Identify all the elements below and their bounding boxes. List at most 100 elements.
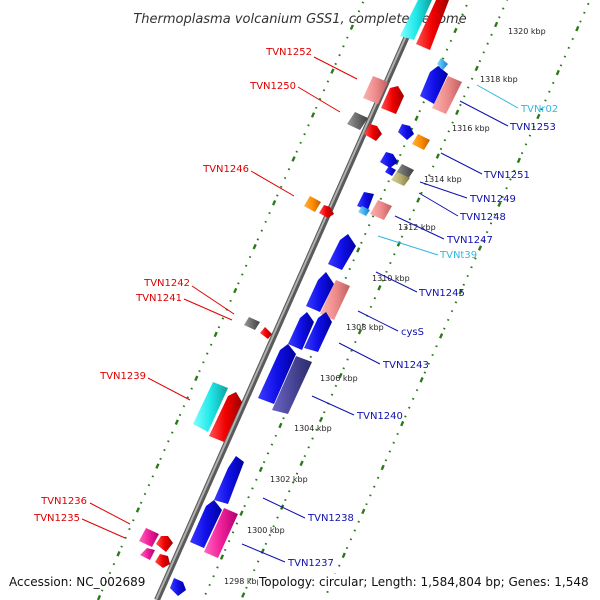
gene-feature[interactable] [385,166,396,176]
track-tick [252,569,256,572]
track-tick [498,16,501,19]
gene-feature[interactable] [364,124,382,141]
gene-label[interactable]: TVN1243 [382,360,429,371]
gene-feature[interactable] [432,76,462,114]
track-tick [544,99,547,102]
gene-label[interactable]: TVNr02 [520,104,558,115]
track-tick [454,301,458,304]
track-tick [291,481,295,484]
gene-TVN1246[interactable] [304,196,321,212]
gene-feature[interactable] [288,312,314,350]
gene-label[interactable]: TVN1252 [265,47,312,58]
gene-label[interactable]: TVN1240 [356,411,403,422]
gene-TVN1248[interactable] [391,172,410,186]
track-tick [276,516,279,519]
gene-TVN1251[interactable] [412,134,430,150]
gene-TVN1243[interactable] [304,312,332,352]
track-tick [459,103,462,107]
track-tick [505,0,509,1]
accession-text: Accession: NC_002689 [9,575,145,589]
gene-feature[interactable] [416,0,449,50]
gene-feature[interactable] [398,124,414,140]
gene-label[interactable]: TVN1241 [135,293,182,304]
gene-feature[interactable] [400,0,432,40]
gene-feature[interactable] [319,205,334,218]
gene-TVNt39[interactable] [358,206,370,216]
track-tick [147,484,151,487]
gene-label[interactable]: TVN1235 [33,513,80,524]
gene-feature[interactable] [370,200,392,220]
gene-TVN1250[interactable] [347,112,368,130]
track-tick [353,529,357,532]
track-tick [372,485,376,488]
track-tick [182,405,186,408]
gene-label[interactable]: TVN1242 [143,278,190,289]
track-tick [272,525,275,528]
track-tick [326,590,329,594]
gene-label[interactable]: TVN1253 [509,122,556,133]
track-tick [384,459,388,462]
gene-label[interactable]: TVN1250 [249,81,296,92]
gene-TVN1241[interactable] [260,327,272,339]
track-tick [256,238,260,241]
gene-feature[interactable] [170,578,186,596]
track-tick [497,201,502,208]
track-tick [431,165,435,168]
track-tick [463,95,466,98]
track-tick [478,60,482,63]
track-tick [116,551,121,557]
track-tick [190,387,193,390]
track-tick [303,132,306,136]
track-tick [244,264,248,267]
gene-TVN1235[interactable] [140,548,155,560]
gene-feature[interactable] [209,392,242,442]
gene-label[interactable]: TVN1251 [483,170,530,181]
track-tick [345,546,349,550]
track-tick [282,417,285,420]
gene-TVN1245[interactable] [328,234,356,270]
gene-feature[interactable] [155,554,170,568]
track-tick [314,106,318,109]
gene-feature[interactable] [380,152,398,168]
gene-cysS[interactable] [320,280,350,320]
track-tick [217,326,221,329]
gene-label[interactable]: TVN1236 [40,496,87,507]
gene-TVN1236[interactable] [139,528,159,547]
track-tick [357,10,361,13]
gene-label[interactable]: TVN1248 [459,212,506,223]
track-tick [295,150,298,153]
track-tick [388,450,392,453]
gene-feature[interactable] [214,456,244,504]
gene-TVNr02[interactable] [437,58,448,70]
track-tick [361,1,365,4]
gene-TVN1253[interactable] [420,66,448,104]
gene-TVN1238[interactable] [190,500,222,548]
track-tick [151,475,155,478]
gene-TVN1247[interactable] [357,192,374,210]
track-tick [354,340,357,344]
gene-label[interactable]: TVN1246 [202,164,249,175]
kbp-tick-label: 1308 kbp [346,323,384,332]
gene-TVN1240[interactable] [272,356,312,414]
gene-label[interactable]: cysS [401,327,424,338]
track-tick [307,124,310,127]
gene-label[interactable]: TVN1245 [418,288,465,299]
gene-TVN1237[interactable] [204,508,238,558]
gene-feature[interactable] [381,86,404,114]
gene-feature[interactable] [156,536,173,552]
track-tick [124,536,127,540]
gene-TVN1252[interactable] [363,76,388,104]
gene-label[interactable]: TVN1249 [469,194,516,205]
track-tick [435,345,438,348]
track-tick [419,377,424,383]
gene-TVN1242[interactable] [244,317,260,330]
gene-label[interactable]: TVN1237 [287,558,334,569]
gene-label[interactable]: TVN1238 [307,513,354,524]
forward-strand-genes [190,58,462,558]
gene-label[interactable]: TVN1247 [446,235,493,246]
gene-TVN1239[interactable] [193,382,228,432]
gene-label[interactable]: TVN1239 [99,371,146,382]
gene-label[interactable]: TVNt39 [439,250,477,261]
gene-feature[interactable] [306,272,334,312]
gene-feature[interactable] [258,344,296,404]
